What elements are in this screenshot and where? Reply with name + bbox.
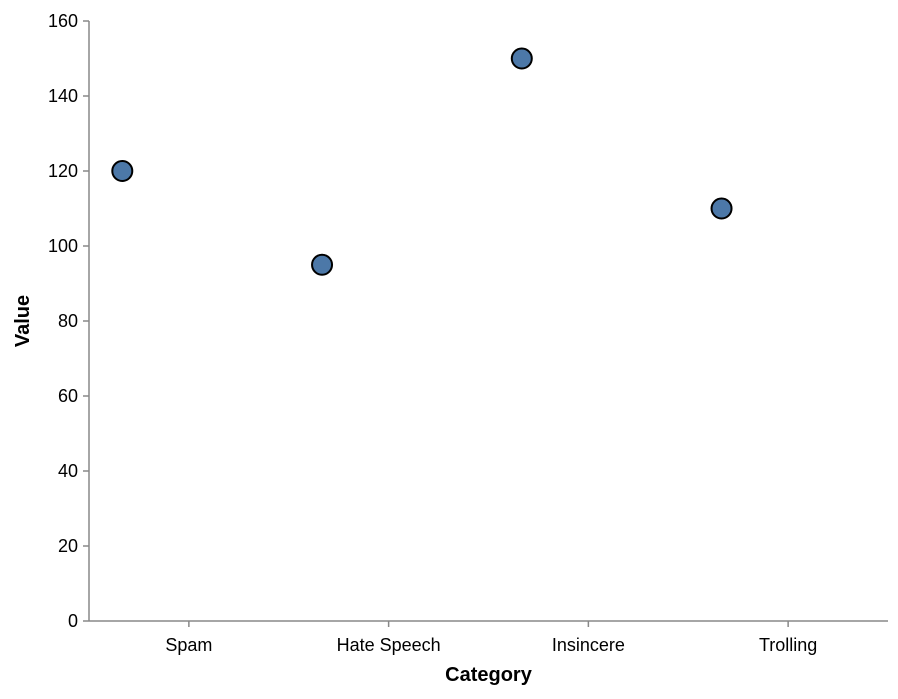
x-tick-label-hate-speech: Hate Speech	[337, 635, 441, 655]
data-point-insincere[interactable]	[510, 47, 533, 70]
x-tick-label-spam: Spam	[165, 635, 212, 655]
x-axis: Spam Hate Speech Insincere Trolling	[89, 620, 888, 655]
x-axis-title: Category	[445, 664, 533, 686]
y-tick-label: 100	[48, 236, 78, 256]
y-axis: 0 20 40 60 80 100 120 140 160	[48, 11, 90, 631]
points-layer	[111, 47, 733, 276]
data-point-spam[interactable]	[111, 160, 134, 182]
data-point-hate-speech[interactable]	[311, 253, 334, 276]
y-tick-label: 140	[48, 86, 78, 106]
x-tick-label-insincere: Insincere	[552, 635, 625, 655]
y-tick-label: 120	[48, 161, 78, 181]
y-tick-label: 160	[48, 11, 78, 31]
y-tick-label: 60	[58, 386, 78, 406]
y-tick-label: 0	[68, 611, 78, 631]
y-tick-label: 80	[58, 311, 78, 331]
data-point-trolling[interactable]	[710, 197, 733, 220]
y-tick-label: 20	[58, 536, 78, 556]
y-tick-label: 40	[58, 461, 78, 481]
x-tick-label-trolling: Trolling	[759, 635, 817, 655]
y-axis-title: Value	[12, 295, 34, 347]
